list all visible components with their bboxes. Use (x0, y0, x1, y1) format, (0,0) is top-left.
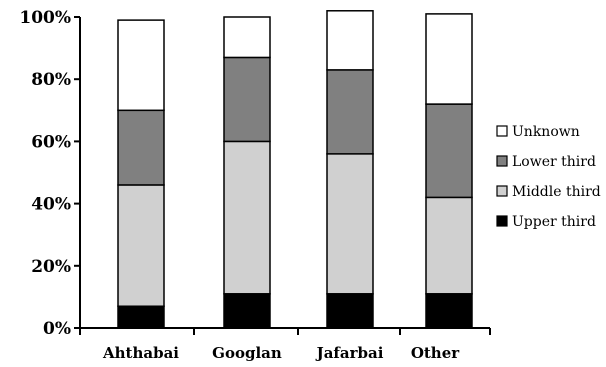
bar-segment-ahthabai-lower-third (117, 109, 165, 186)
bar-segment-googlan-upper-third (223, 293, 271, 329)
bar-segment-other-unknown (425, 13, 473, 105)
bar-segment-other-middle-third (425, 196, 473, 295)
legend-swatch (496, 215, 508, 227)
bar-segment-googlan-middle-third (223, 140, 271, 295)
bar-segment-jafarbai-unknown (326, 10, 374, 71)
bar-segment-other-lower-third (425, 103, 473, 199)
bar-segment-other-upper-third (425, 293, 473, 329)
legend: Unknown Lower third Middle third Upper thir… (496, 124, 601, 230)
x-category-label: Jafarbai (315, 344, 384, 362)
y-tick-label: 100% (19, 8, 71, 28)
legend-swatch (496, 185, 508, 197)
bar-segment-ahthabai-unknown (117, 19, 165, 112)
bar-segment-googlan-lower-third (223, 56, 271, 143)
x-category-label: Other (411, 344, 460, 362)
bar-segment-jafarbai-upper-third (326, 293, 374, 329)
y-tick-label: 20% (31, 257, 71, 277)
legend-label: Lower third (512, 154, 596, 170)
bar-segment-jafarbai-lower-third (326, 69, 374, 155)
legend-swatch (496, 155, 508, 167)
y-tick-label: 0% (43, 319, 71, 339)
x-category-label: Googlan (212, 344, 282, 362)
y-tick-label: 40% (31, 195, 71, 215)
y-tick-label: 60% (31, 132, 71, 152)
bar-segment-googlan-unknown (223, 16, 271, 59)
legend-label: Unknown (512, 124, 580, 140)
x-category-label: Ahthabai (102, 344, 179, 362)
axes-layer: 0% 20% 40% 60% 80% 100% Ahthabai Googlan Jafarba… (19, 8, 491, 362)
legend-label: Middle third (512, 184, 601, 200)
bar-segment-ahthabai-upper-third (117, 305, 165, 329)
legend-label: Upper third (512, 214, 596, 230)
legend-swatch (496, 125, 508, 137)
bars-layer (117, 10, 473, 329)
y-tick-label: 80% (31, 70, 71, 90)
bar-segment-ahthabai-middle-third (117, 184, 165, 307)
bar-segment-jafarbai-middle-third (326, 153, 374, 295)
